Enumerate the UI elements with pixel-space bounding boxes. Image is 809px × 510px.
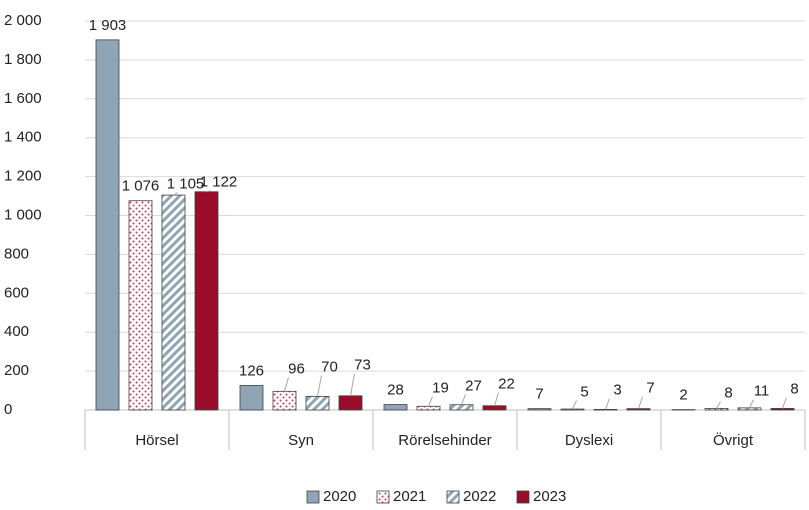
bar — [527, 408, 552, 411]
bar — [338, 395, 363, 411]
legend-swatch — [306, 490, 320, 504]
legend-swatch — [446, 490, 460, 504]
leader-line — [749, 399, 754, 409]
leader-line — [428, 396, 433, 407]
legend-swatch — [516, 490, 530, 504]
bar — [770, 408, 795, 411]
bar — [305, 395, 330, 411]
leader-line — [716, 401, 721, 409]
x-tick-label: Övrigt — [713, 431, 754, 449]
legend-label: 2023 — [533, 488, 566, 505]
bar — [95, 39, 120, 411]
bar — [239, 385, 264, 411]
bar — [626, 408, 651, 411]
data-label: 1 122 — [200, 174, 238, 191]
y-tick-label: 1 400 — [4, 129, 42, 146]
data-label: 27 — [465, 378, 482, 395]
bar — [272, 390, 297, 411]
legend-label: 2021 — [393, 488, 426, 505]
data-label: 28 — [387, 382, 404, 399]
leader-line — [572, 400, 577, 410]
data-label: 7 — [535, 386, 543, 403]
y-tick-label: 600 — [4, 284, 29, 301]
x-tick-label: Hörsel — [135, 432, 178, 449]
bar — [482, 405, 507, 411]
data-label: 96 — [288, 360, 305, 377]
leader-line — [605, 398, 610, 410]
data-label: 3 — [613, 382, 621, 399]
bar — [383, 404, 408, 411]
legend-label: 2022 — [463, 488, 496, 505]
y-tick-label: 800 — [4, 245, 29, 262]
data-label: 8 — [790, 381, 798, 398]
y-tick-label: 400 — [4, 323, 29, 340]
bar — [416, 405, 441, 411]
legend-swatch — [376, 490, 390, 504]
legend-label: 2020 — [323, 488, 356, 505]
data-label: 22 — [498, 376, 515, 393]
leader-line — [206, 190, 211, 193]
x-tick-label: Dyslexi — [565, 432, 613, 449]
leader-line — [782, 397, 787, 409]
bar — [593, 409, 618, 411]
bar — [737, 407, 762, 411]
bar — [161, 194, 186, 411]
data-label: 5 — [580, 384, 588, 401]
leader-line — [284, 377, 289, 392]
leader-line — [350, 373, 355, 396]
bar — [560, 408, 585, 411]
leader-line — [494, 392, 499, 406]
data-label: 1 903 — [89, 17, 127, 34]
bar — [704, 408, 729, 411]
data-label: 126 — [239, 362, 264, 379]
y-tick-label: 1 600 — [4, 90, 42, 107]
bar — [194, 191, 219, 411]
y-tick-label: 1 000 — [4, 206, 42, 223]
data-label: 73 — [354, 356, 371, 373]
y-tick-label: 2 000 — [4, 12, 42, 29]
y-tick-label: 200 — [4, 362, 29, 379]
data-label: 8 — [724, 385, 732, 402]
y-tick-label: 1 200 — [4, 168, 42, 185]
leader-line — [461, 394, 466, 405]
data-label: 1 076 — [122, 178, 160, 195]
leader-line — [638, 396, 643, 409]
y-tick-label: 0 — [4, 401, 12, 418]
data-label: 1 105 — [167, 176, 205, 193]
x-tick-label: Rörelsehinder — [398, 432, 491, 449]
data-label: 2 — [679, 387, 687, 404]
leader-line — [173, 192, 178, 196]
data-label: 19 — [432, 380, 449, 397]
x-tick-label: Syn — [288, 432, 314, 449]
bar — [449, 404, 474, 411]
data-label: 70 — [321, 358, 338, 375]
bar — [128, 200, 153, 411]
data-label: 11 — [754, 383, 770, 400]
data-label: 7 — [646, 380, 654, 397]
leader-line — [317, 375, 322, 397]
y-tick-label: 1 800 — [4, 51, 42, 68]
